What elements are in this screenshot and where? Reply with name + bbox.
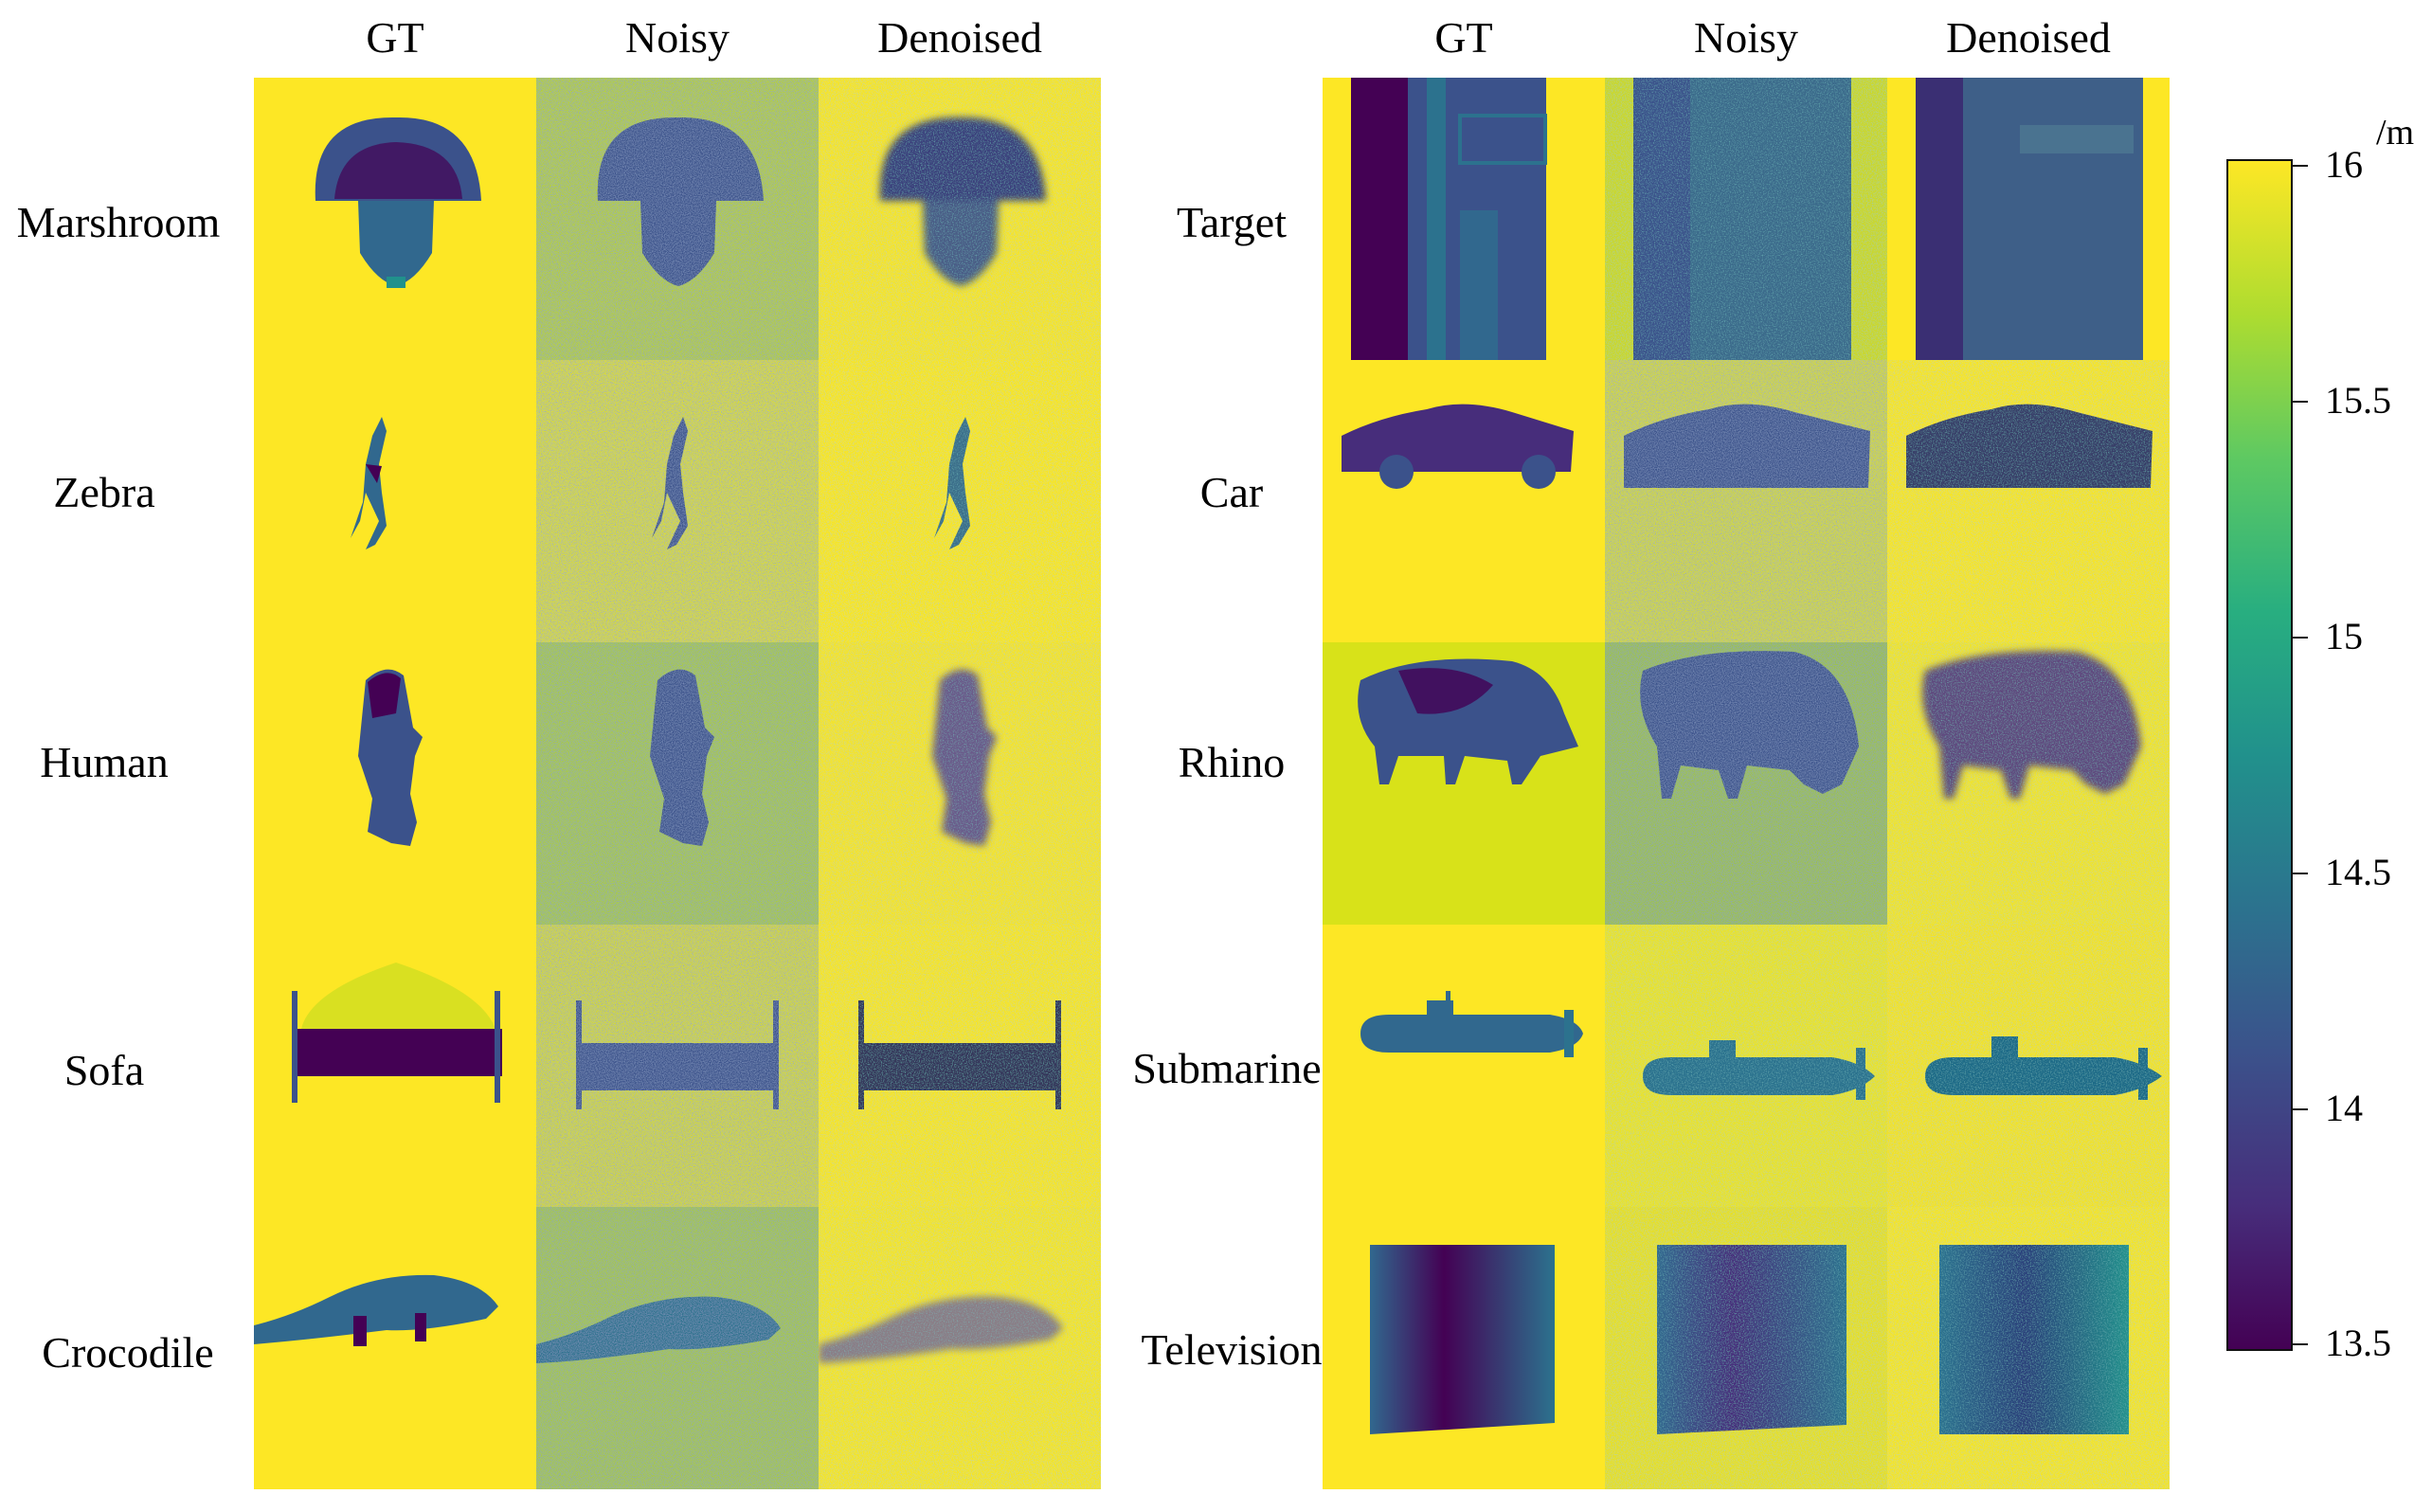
left-col-noisy-header: Noisy: [625, 13, 730, 62]
car-gt-image: [1323, 360, 1605, 642]
left-row-label-human: Human: [40, 738, 169, 786]
sofa-noisy-image: [536, 925, 819, 1207]
colorbar-tick: [2293, 165, 2308, 167]
right-row-label-television: Television: [1141, 1325, 1323, 1374]
zebra-gt-image: [254, 360, 536, 642]
colorbar-tick: [2293, 873, 2308, 874]
colorbar-tick-label: 15.5: [2325, 379, 2391, 422]
television-gt-image: [1323, 1207, 1605, 1489]
left-col-gt-header: GT: [366, 13, 424, 62]
crocodile-denoised-image: [819, 1207, 1101, 1489]
submarine-gt-image: [1323, 925, 1605, 1207]
colorbar-tick-label: 13.5: [2325, 1322, 2391, 1364]
rhino-gt-image: [1323, 642, 1605, 925]
left-row-label-zebra: Zebra: [53, 468, 155, 516]
right-row-label-car: Car: [1199, 468, 1264, 516]
sofa-denoised-image: [819, 925, 1101, 1207]
colorbar: 16 15.5 15 14.5 14 13.5: [2226, 146, 2391, 1362]
sofa-gt-image: [254, 925, 536, 1207]
zebra-denoised-image: [819, 360, 1101, 642]
car-denoised-image: [1887, 360, 2170, 642]
colorbar-tick-label: 14: [2325, 1087, 2363, 1129]
car-noisy-image: [1605, 360, 1887, 642]
target-noisy-image: [1605, 78, 1887, 360]
colorbar-unit: /m: [2376, 113, 2415, 153]
left-row-label-crocodile: Crocodile: [42, 1328, 214, 1377]
submarine-denoised-image: [1887, 925, 2170, 1207]
television-denoised-image: [1887, 1207, 2170, 1489]
human-gt-image: [254, 642, 536, 925]
marshroom-gt-image: [254, 78, 536, 360]
human-denoised-image: [819, 642, 1101, 925]
target-gt-image: [1323, 78, 1605, 360]
colorbar-tick-label: 14.5: [2325, 851, 2391, 893]
television-noisy-image: [1605, 1207, 1887, 1489]
submarine-noisy-image: [1605, 925, 1887, 1207]
colorbar-tick: [2293, 1343, 2308, 1345]
colorbar-gradient: [2226, 159, 2293, 1351]
rhino-denoised-image: [1887, 642, 2170, 925]
colorbar-tick: [2293, 637, 2308, 639]
zebra-noisy-image: [536, 360, 819, 642]
right-col-denoised-header: Denoised: [1946, 13, 2111, 62]
marshroom-noisy-image: [536, 78, 819, 360]
human-noisy-image: [536, 642, 819, 925]
crocodile-noisy-image: [536, 1207, 819, 1489]
crocodile-gt-image: [254, 1207, 536, 1489]
right-row-label-target: Target: [1177, 198, 1287, 246]
right-row-label-rhino: Rhino: [1178, 738, 1286, 786]
right-col-noisy-header: Noisy: [1694, 13, 1798, 62]
left-row-label-marshroom: Marshroom: [16, 198, 221, 246]
colorbar-tick: [2293, 401, 2308, 403]
target-denoised-image: [1887, 78, 2170, 360]
rhino-noisy-image: [1605, 642, 1887, 925]
left-col-denoised-header: Denoised: [877, 13, 1042, 62]
colorbar-tick-label: 15: [2325, 615, 2363, 657]
right-row-label-submarine: Submarine: [1132, 1044, 1322, 1092]
right-col-gt-header: GT: [1434, 13, 1493, 62]
left-row-label-sofa: Sofa: [63, 1046, 145, 1094]
colorbar-tick: [2293, 1108, 2308, 1110]
marshroom-denoised-image: [819, 78, 1101, 360]
colorbar-tick-label: 16: [2325, 143, 2363, 186]
